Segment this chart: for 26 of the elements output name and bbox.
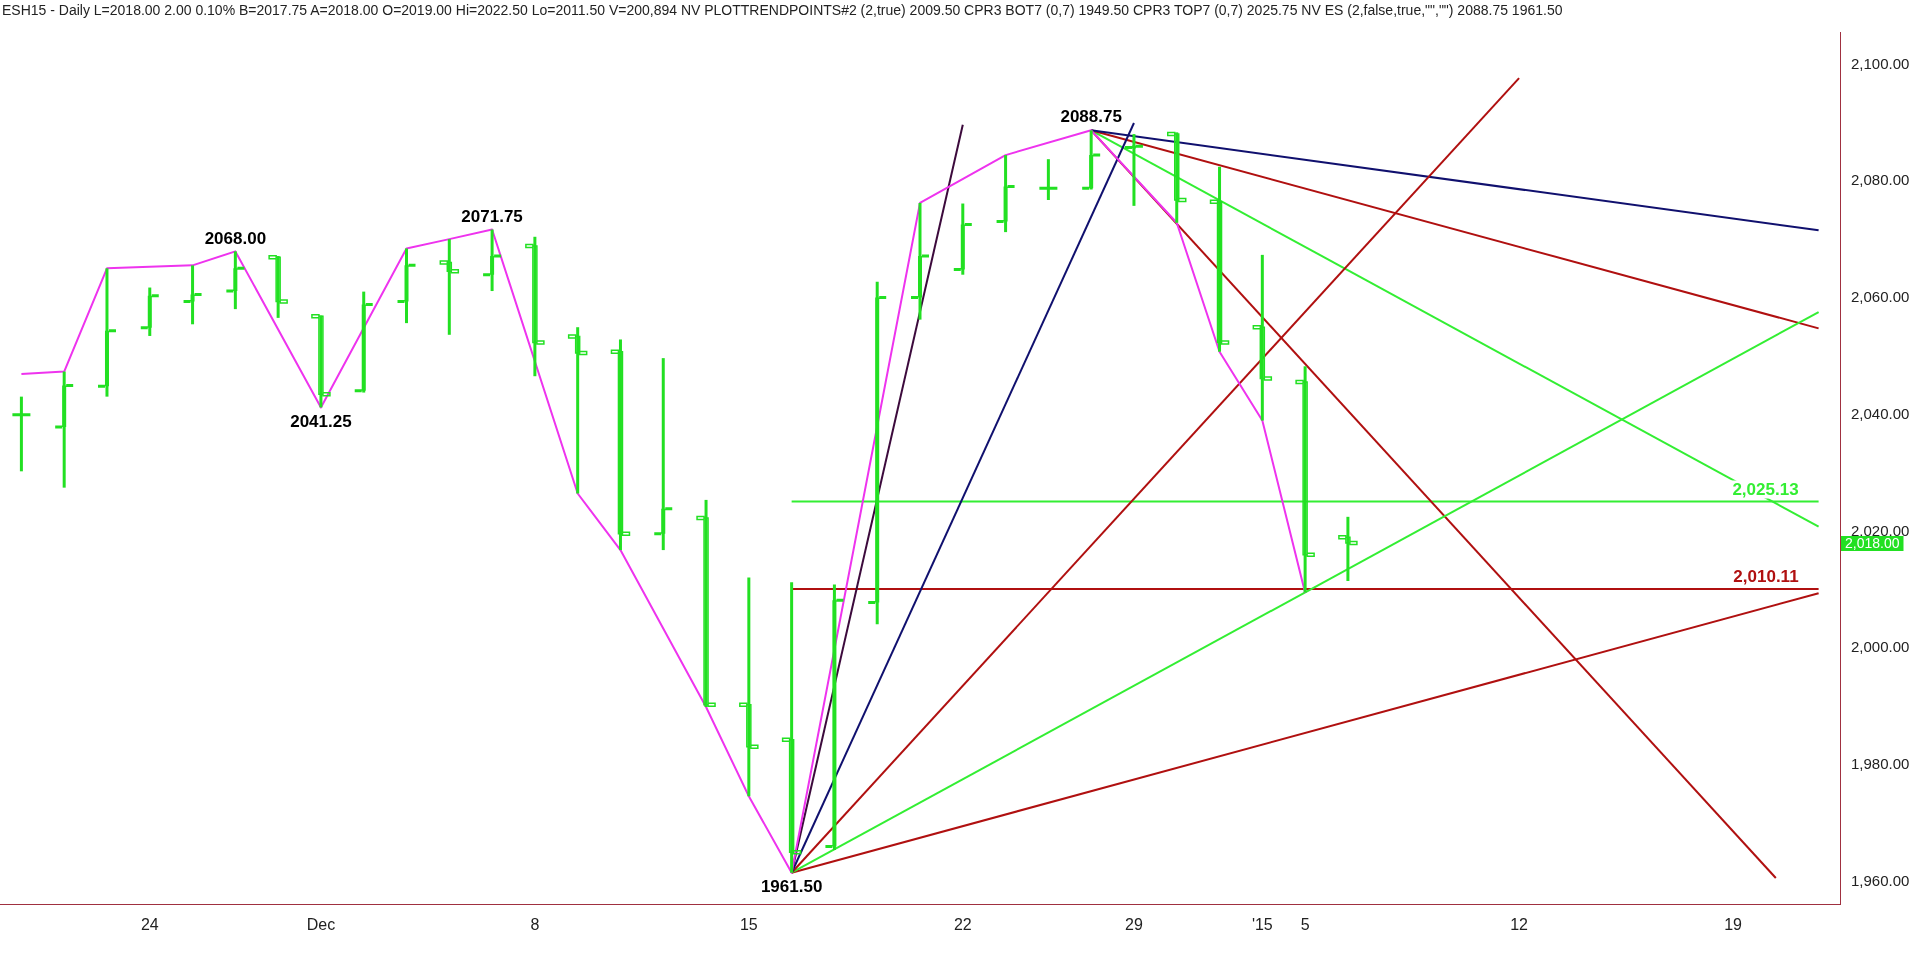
y-tick-label: 2,000.00 [1851, 638, 1910, 656]
annotation: 2068.00 [204, 228, 267, 248]
x-tick-label: Dec [306, 915, 336, 933]
x-tick-label: 19 [1724, 915, 1743, 933]
annotation: 2,025.13 [1732, 479, 1799, 499]
y-tick-label: 1,980.00 [1851, 754, 1910, 772]
x-tick-label: 15 [739, 915, 758, 933]
y-tick-label: 2,060.00 [1851, 288, 1910, 306]
x-tick-label: 24 [140, 915, 159, 933]
annotation: 2,010.11 [1733, 567, 1799, 587]
annotation: 2088.75 [1060, 107, 1122, 127]
chart-title: ESH15 - Daily L=2018.00 2.00 0.10% B=2017.75 A=2018.00 O=2019.00 Hi=2022.50 Lo=2011.50 V=200,894 NV PLOTTRENDPOINTS#2 (2,true) 2009.50 CPR3 BOT7 (0,7) 1949.50 CPR3 TOP7 (0,7) 2025.75 NV ES (2,false,true,"","") 2088.75 1961.50 [1, 1, 1564, 20]
annotation: 1961.50 [760, 876, 823, 896]
x-tick-label: 5 [1300, 915, 1310, 933]
y-tick-label: 1,960.00 [1851, 871, 1910, 889]
y-tick-label: 2,080.00 [1851, 171, 1910, 189]
x-tick-label: 8 [530, 915, 540, 933]
annotation: 2041.25 [290, 411, 352, 431]
y-tick-label: 2,040.00 [1851, 404, 1910, 422]
x-tick-label: 29 [1125, 915, 1143, 933]
x-tick-label: 12 [1510, 915, 1529, 933]
x-tick-label: 22 [953, 915, 972, 933]
y-tick-label: 2,100.00 [1851, 54, 1910, 72]
annotation: 2071.75 [461, 206, 523, 226]
x-tick-label: '15 [1251, 915, 1273, 933]
y-tick-label: 2,020.00 [1851, 521, 1910, 539]
